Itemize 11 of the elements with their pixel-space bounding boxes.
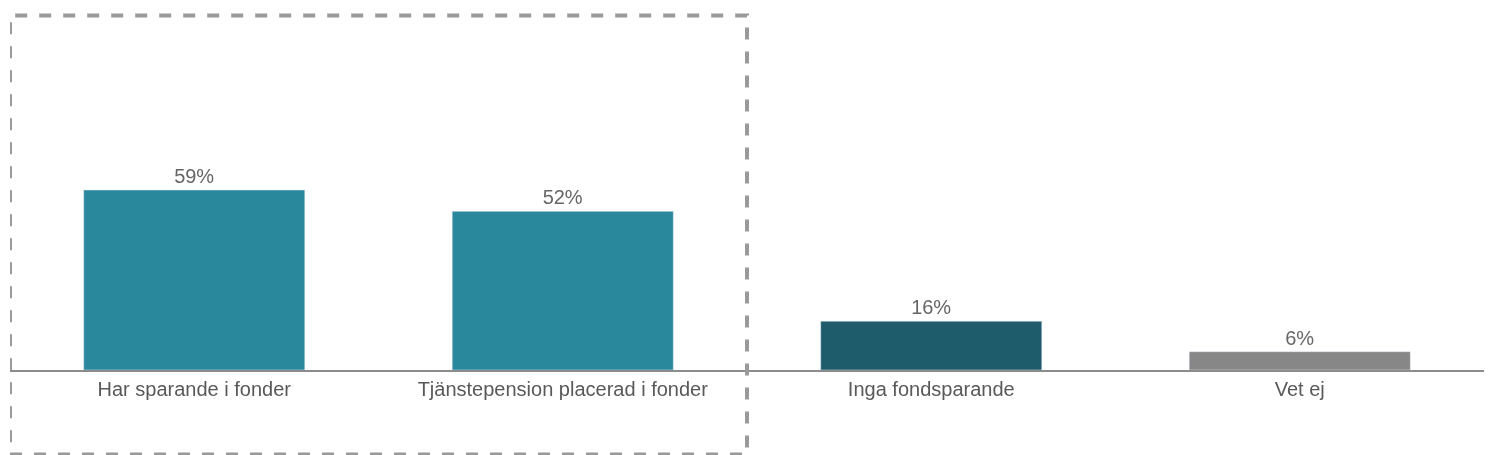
x-tick-label: Tjänstepension placerad i fonder [417,377,709,400]
bar [820,320,1043,370]
bar [83,189,306,370]
data-label: 6% [1285,326,1315,349]
data-label: 52% [542,186,583,209]
bar [451,211,674,370]
x-tick-label: Vet ej [1274,377,1325,400]
x-tick-label: Inga fondsparande [847,377,1015,400]
data-label: 59% [174,165,215,187]
x-tick-label: Har sparande i fonder [97,377,292,400]
data-label: 16% [911,296,952,319]
